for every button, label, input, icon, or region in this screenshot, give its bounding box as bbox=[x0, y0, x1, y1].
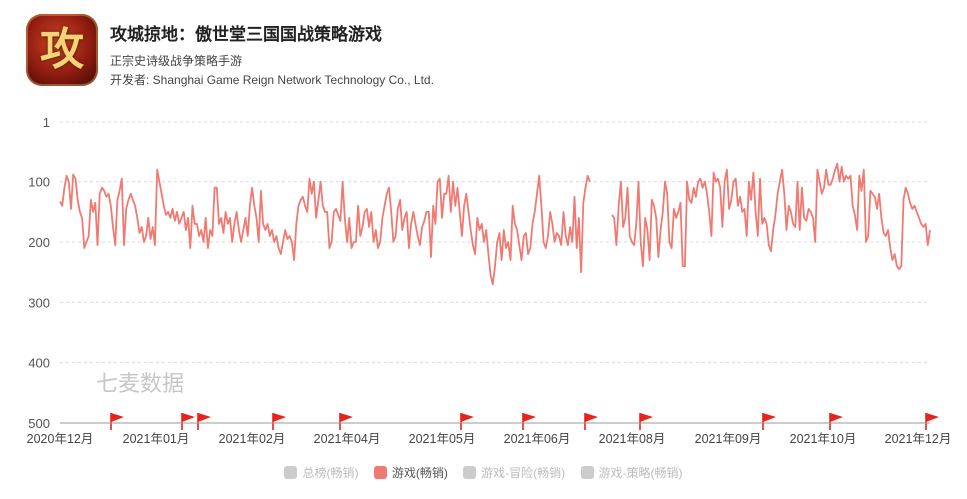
flag-body bbox=[198, 413, 211, 422]
app-developer: 开发者: Shanghai Game Reign Network Technol… bbox=[110, 73, 434, 87]
series-line-games-grossing[interactable] bbox=[59, 162, 931, 286]
flag-body bbox=[111, 413, 124, 422]
event-flag-icon[interactable] bbox=[272, 413, 286, 430]
y-axis: 1 100 200 300 400 500 bbox=[28, 115, 50, 431]
flag-body bbox=[273, 413, 286, 422]
legend-item-games-strategy[interactable]: 游戏-策略(畅销) bbox=[580, 464, 683, 481]
y-tick-label: 1 bbox=[43, 115, 50, 130]
x-tick-label: 2021年05月 bbox=[409, 432, 476, 446]
legend-item-overall[interactable]: 总榜(畅销) bbox=[284, 464, 358, 481]
x-tick-label: 2020年12月 bbox=[27, 432, 94, 446]
rank-chart[interactable]: 1 100 200 300 400 500 七麦数据 2020年12月 2021年01月 20… bbox=[0, 100, 967, 460]
legend-item-games[interactable]: 游戏(畅销) bbox=[373, 464, 448, 481]
y-tick-label: 400 bbox=[28, 356, 50, 371]
legend-swatch bbox=[580, 466, 594, 479]
app-subtitle: 正宗史诗级战争策略手游 bbox=[110, 54, 243, 68]
chart-legend: 总榜(畅销) 游戏(畅销) 游戏-冒险(畅销) 游戏-策略(畅销) bbox=[0, 464, 967, 486]
event-flag-icon[interactable] bbox=[829, 413, 843, 430]
legend-label: 游戏-策略(畅销) bbox=[598, 466, 683, 480]
event-flag-icon[interactable] bbox=[460, 413, 474, 430]
x-tick-label: 2021年01月 bbox=[123, 432, 190, 446]
app-header: 攻 攻城掠地：傲世堂三国国战策略游戏 正宗史诗级战争策略手游 开发者: Shan… bbox=[26, 14, 946, 90]
attack-glyph-icon: 攻 bbox=[40, 24, 84, 75]
event-flag-icon[interactable] bbox=[522, 413, 536, 430]
event-flag-icon[interactable] bbox=[339, 413, 353, 430]
x-tick-label: 2021年12月 bbox=[885, 432, 952, 446]
legend-swatch bbox=[284, 466, 298, 479]
chart-grid bbox=[60, 121, 930, 364]
legend-swatch bbox=[463, 466, 477, 479]
event-flag-icon[interactable] bbox=[110, 413, 124, 430]
y-tick-label: 500 bbox=[28, 416, 50, 431]
event-flag-icon[interactable] bbox=[181, 413, 195, 430]
x-tick-label: 2021年09月 bbox=[695, 432, 762, 446]
event-flag-icon[interactable] bbox=[197, 413, 211, 430]
flag-body bbox=[830, 413, 843, 422]
app-title: 攻城掠地：傲世堂三国国战策略游戏 bbox=[110, 25, 382, 44]
x-tick-label: 2021年10月 bbox=[790, 432, 857, 446]
event-flag-icon[interactable] bbox=[584, 413, 598, 430]
flag-body bbox=[461, 413, 474, 422]
flag-body bbox=[763, 413, 776, 422]
flag-body bbox=[182, 413, 195, 422]
legend-label: 游戏(畅销) bbox=[391, 466, 448, 480]
flag-body bbox=[523, 413, 536, 422]
legend-label: 游戏-冒险(畅销) bbox=[481, 466, 566, 480]
event-flags[interactable] bbox=[110, 413, 939, 430]
event-flag-icon[interactable] bbox=[762, 413, 776, 430]
y-tick-label: 300 bbox=[28, 295, 50, 310]
flag-body bbox=[926, 413, 939, 422]
flag-body bbox=[340, 413, 353, 422]
y-tick-label: 200 bbox=[28, 235, 50, 250]
event-flag-icon[interactable] bbox=[925, 413, 939, 430]
flag-body bbox=[640, 413, 653, 422]
event-flag-icon[interactable] bbox=[639, 413, 653, 430]
x-tick-label: 2021年02月 bbox=[219, 432, 286, 446]
watermark: 七麦数据 bbox=[96, 371, 184, 396]
app-icon: 攻 bbox=[26, 14, 98, 86]
legend-item-games-adventure[interactable]: 游戏-冒险(畅销) bbox=[463, 464, 565, 481]
x-tick-label: 2021年04月 bbox=[314, 432, 381, 446]
x-tick-label: 2021年06月 bbox=[504, 432, 571, 446]
legend-label: 总榜(畅销) bbox=[302, 466, 359, 480]
x-axis: 2020年12月 2021年01月 2021年02月 2021年04月 2021年05月… bbox=[27, 432, 952, 446]
y-tick-label: 100 bbox=[28, 175, 50, 190]
x-tick-label: 2021年08月 bbox=[599, 432, 666, 446]
flag-body bbox=[585, 413, 598, 422]
legend-swatch bbox=[373, 466, 387, 479]
